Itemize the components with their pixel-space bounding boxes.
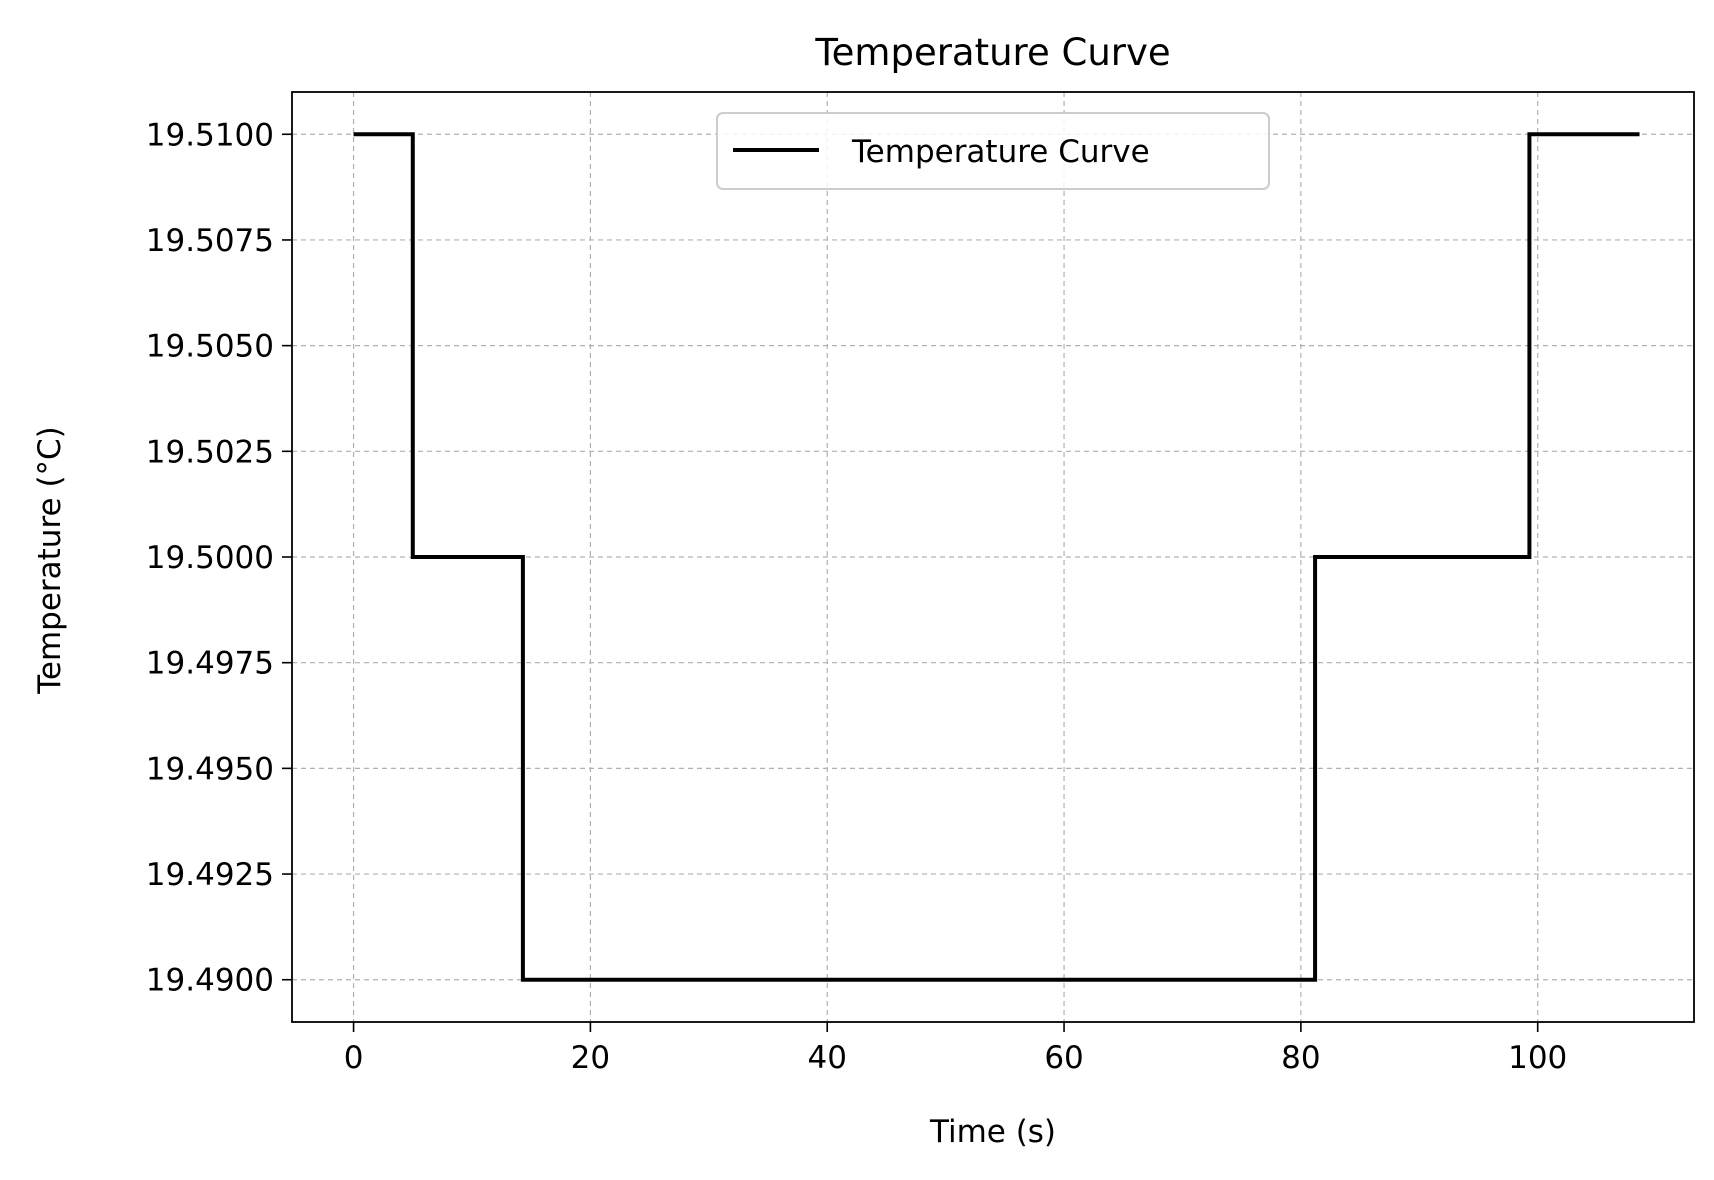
x-tick-label: 20 — [571, 1040, 610, 1076]
x-tick-label: 60 — [1044, 1040, 1083, 1076]
series-line-temperature-curve — [353, 132, 1640, 982]
legend-entry-temperature-curve: Temperature Curve — [851, 134, 1150, 170]
y-tick-label: 19.5075 — [146, 223, 274, 259]
series-layer — [353, 132, 1640, 982]
y-tick-label: 19.4975 — [146, 646, 274, 682]
y-tick-label: 19.5000 — [146, 540, 274, 576]
grid — [292, 92, 1694, 1022]
y-axis-label: Temperature (°C) — [32, 426, 68, 695]
y-tick-label: 19.4950 — [146, 751, 274, 787]
chart-title: Temperature Curve — [814, 31, 1170, 74]
x-axis-label: Time (s) — [929, 1114, 1056, 1150]
y-tick-label: 19.4925 — [146, 857, 274, 893]
y-tick-label: 19.5025 — [146, 434, 274, 470]
legend: Temperature Curve — [716, 112, 1270, 190]
legend-box — [716, 112, 1270, 190]
x-tick-label: 80 — [1281, 1040, 1320, 1076]
x-tick-label: 40 — [807, 1040, 846, 1076]
x-tick-label: 0 — [344, 1040, 364, 1076]
x-tick-label: 100 — [1508, 1040, 1567, 1076]
axis-ticks: 0 20 40 60 80 100 19.4900 19.4925 19.4950 19.4975… — [146, 117, 1567, 1076]
y-tick-label: 19.5100 — [146, 117, 274, 153]
y-tick-label: 19.4900 — [146, 963, 274, 999]
y-tick-label: 19.5050 — [146, 329, 274, 365]
